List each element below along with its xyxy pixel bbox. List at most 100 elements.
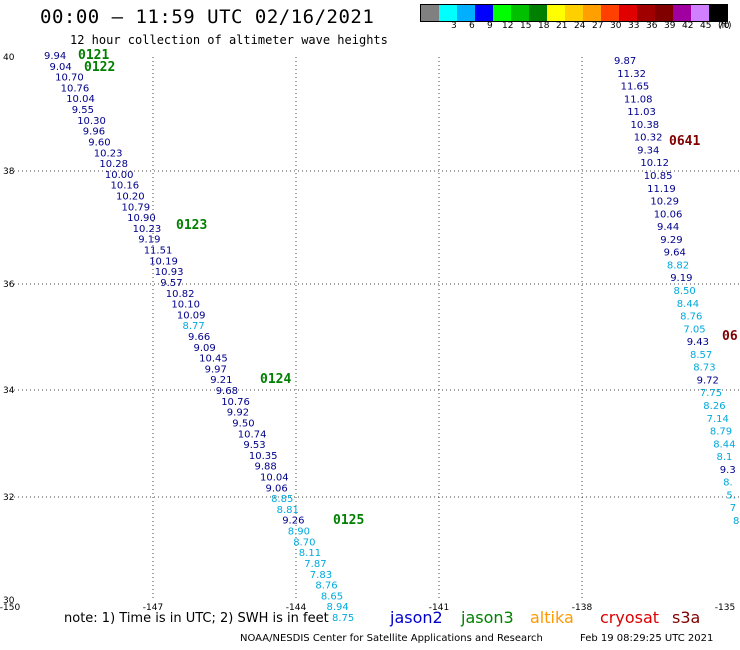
wave-height-value: 9.26 [282,516,304,527]
wave-height-value: 8.82 [667,260,689,271]
wave-height-value: 9.72 [697,375,719,386]
wave-height-value: 9.29 [660,235,682,246]
wave-height-value: 9.06 [266,483,288,494]
legend-label: 15 [520,21,532,31]
wave-height-value: 10.30 [77,116,106,127]
wave-height-value: 9.60 [88,138,110,149]
wave-height-value: 7.05 [683,324,705,335]
legend-label: 70 [718,21,730,31]
legend-label: 24 [574,21,586,31]
wave-height-value: 8.11 [299,548,321,559]
wave-height-value: 10.82 [166,289,195,300]
wave-height-value: 10.23 [94,148,123,159]
wave-height-value: 8.75 [332,613,354,624]
wave-height-value: 9.04 [50,62,72,73]
legend-unit: (ft) [718,21,732,31]
legend-swatch [637,5,655,21]
wave-height-value: 9.66 [188,332,210,343]
wave-height-value: 10.12 [640,158,669,169]
wave-height-value: 11.51 [144,246,173,257]
legend-swatch [673,5,691,21]
wave-height-value: 8.73 [693,363,715,374]
legend-swatch [601,5,619,21]
footnote: note: 1) Time is in UTC; 2) SWH is in fe… [64,611,329,626]
wave-height-value: 10.70 [55,73,84,84]
legend-label: 30 [610,21,622,31]
wave-height-value: 8.26 [703,401,725,412]
legend-label: 36 [646,21,658,31]
wave-height-value: 7.75 [700,388,722,399]
wave-height-value: 9.19 [138,235,160,246]
wave-height-value: 8.65 [321,591,343,602]
wave-height-value: 9.88 [255,462,277,473]
lon-tick-label: -141 [429,603,449,613]
satellite-name: altika [530,608,574,627]
wave-height-value: 9.87 [614,56,636,67]
legend-swatch [511,5,529,21]
wave-height-value: 8.1 [717,452,733,463]
wave-height-value: 10.20 [116,192,145,203]
legend-swatch [421,5,439,21]
wave-height-value: 10.06 [654,209,683,220]
page-subtitle: 12 hour collection of altimeter wave hei… [70,33,388,47]
wave-height-value: 8.85 [271,494,293,505]
legend-label: 12 [502,21,514,31]
wave-height-value: 9.09 [194,343,216,354]
lon-tick-label: -147 [143,603,163,613]
credit-text: NOAA/NESDIS Center for Satellite Applica… [240,633,543,644]
legend-label: 6 [469,21,475,31]
legend-label: 39 [664,21,676,31]
legend-label: 42 [682,21,694,31]
wave-height-value: 9.55 [72,105,94,116]
pass-time-label: 06 [722,329,738,344]
wave-height-value: 9.97 [205,364,227,375]
wave-height-value: 9.19 [670,273,692,284]
wave-height-value: 8.76 [315,581,337,592]
legend-label: 45 [700,21,712,31]
page-title: 00:00 – 11:59 UTC 02/16/2021 [40,6,375,28]
wave-height-value: 10.10 [171,300,200,311]
wave-height-value: 8 [733,516,739,527]
wave-height-value: 10.23 [133,224,162,235]
lat-tick-label: 30 [3,596,15,606]
wave-height-value: 10.76 [221,397,250,408]
legend-swatch [547,5,565,21]
lon-tick-label: -150 [0,603,20,613]
legend-label: 21 [556,21,568,31]
wave-height-value: 10.32 [634,133,663,144]
wave-height-value: 7 [730,503,736,514]
wave-height-value: 10.93 [155,267,184,278]
wave-height-value: 10.76 [61,83,90,94]
wave-height-value: 8.76 [680,312,702,323]
pass-time-label: 0121 [78,48,109,63]
legend-swatch [529,5,547,21]
wave-height-value: 10.04 [260,473,289,484]
wave-height-value: 10.04 [66,94,95,105]
wave-height-value: 10.29 [650,197,679,208]
lon-tick-label: -144 [286,603,307,613]
lat-tick-label: 34 [3,386,15,396]
legend-swatch [475,5,493,21]
wave-height-value: 8.79 [710,427,732,438]
wave-height-value: 7.87 [304,559,326,570]
wave-height-value: 9.68 [216,386,238,397]
legend-label: 27 [592,21,604,31]
wave-height-value: 10.79 [122,202,151,213]
legend-label: 9 [487,21,493,31]
wave-height-value: 8.50 [674,286,696,297]
wave-height-value: 8. [723,478,733,489]
wave-height-value: 10.28 [99,159,128,170]
wave-height-value: 10.74 [238,429,267,440]
wave-height-value: 5. [726,490,736,501]
satellite-name: s3a [672,608,701,627]
satellite-name: jason2 [390,608,443,627]
legend-bar [420,4,728,22]
wave-height-value: 9.44 [657,222,679,233]
wave-height-value: 8.81 [277,505,299,516]
wave-height-value: 7.83 [310,570,332,581]
pass-time-label: 0122 [84,60,115,75]
wave-height-value: 9.3 [720,465,736,476]
timestamp-text: Feb 19 08:29:25 UTC 2021 [580,633,714,644]
wave-height-value: 11.65 [621,82,650,93]
